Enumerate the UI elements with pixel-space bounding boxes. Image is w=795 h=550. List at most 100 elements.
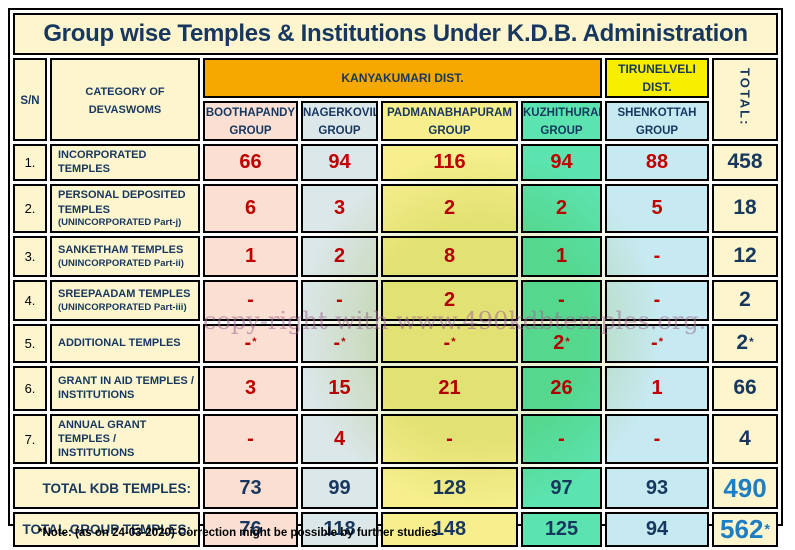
category-label: ADDITIONAL TEMPLES <box>58 336 181 349</box>
group-header-row: BOOTHAPANDY GROUP NAGERKOVIL GROUP PADMA… <box>13 101 778 141</box>
district-header-row: S/N CATEGORY OF DEVASWOMS KANYAKUMARI DI… <box>13 58 779 141</box>
row-total-cell: 12 <box>712 235 779 277</box>
value-cell: 88 <box>605 144 709 181</box>
header-category: CATEGORY OF DEVASWOMS <box>50 58 200 141</box>
total-value-text: 97 <box>550 476 573 499</box>
category-label: PERSONAL DEPOSITED TEMPLES <box>58 189 186 216</box>
value-cell: -* <box>381 323 518 363</box>
grand-total-text: 562* <box>720 514 770 545</box>
total-row: TOTAL GROUP TEMPLES: 76 118 148 125 94 562* <box>13 512 779 548</box>
row-total-text: 12 <box>733 244 757 268</box>
table-frame: Group wise Temples & Institutions Under … <box>8 8 783 548</box>
total-value-cell: 97 <box>521 467 602 510</box>
total-value-cell: 76 <box>203 512 298 548</box>
table-row: 3. SANKETHAM TEMPLES (UNINCORPORATED Part-… <box>13 235 779 277</box>
total-value-cell: 94 <box>605 512 709 548</box>
row-total-text: 4 <box>739 427 751 451</box>
value-text: 21 <box>438 376 461 399</box>
row-total-cell: 18 <box>712 183 779 233</box>
value-cell: 15 <box>301 365 378 411</box>
title-cell: Group wise Temples & Institutions Under … <box>13 13 779 55</box>
header-district-kanyakumari: KANYAKUMARI DIST. <box>203 58 602 98</box>
total-value-cell: 148 <box>381 512 518 548</box>
value-cell: - <box>605 235 709 277</box>
row-sn-cell: 1. <box>13 144 47 181</box>
group-header-kuzhithurai: KUZHITHURAI GROUP <box>521 101 602 141</box>
value-text: 2* <box>553 331 570 354</box>
category-label: SANKETHAM TEMPLES <box>58 244 184 257</box>
value-cell: -* <box>605 323 709 363</box>
total-value-cell: 99 <box>301 467 378 510</box>
total-value-cell: 118 <box>301 512 378 548</box>
value-text: -* <box>244 331 257 354</box>
row-sn-cell: 2. <box>13 183 47 233</box>
table-row: 1. INCORPORATED TEMPLES 66 94 116 94 88 458 <box>13 144 779 181</box>
value-cell: - <box>203 413 298 465</box>
total-value-cell: 125 <box>521 512 602 548</box>
value-cell: 116 <box>381 144 518 181</box>
category-label: ANNUAL GRANT TEMPLES / INSTITUTIONS <box>58 418 147 460</box>
row-total-cell: 4 <box>712 413 779 465</box>
total-value-cell: 93 <box>605 467 709 510</box>
grand-total-cell: 490 <box>712 467 779 510</box>
footnote: *Note: (as on 24-03-2020) Correction mig… <box>38 527 438 539</box>
row-total-text: 18 <box>733 196 757 220</box>
row-total-text: 2* <box>736 331 754 355</box>
asterisk-mark: * <box>451 336 456 348</box>
value-text: 66 <box>239 150 262 173</box>
value-cell: 2 <box>301 235 378 277</box>
value-text: -* <box>443 331 456 354</box>
header-sn-label: S/N <box>20 94 40 107</box>
value-text: - <box>558 427 565 450</box>
value-text: - <box>247 427 254 450</box>
total-value-text: 93 <box>645 476 669 499</box>
row-category-cell: ANNUAL GRANT TEMPLES / INSTITUTIONS <box>50 413 200 465</box>
value-text: 1 <box>555 244 568 267</box>
row-sn-cell: 3. <box>13 235 47 277</box>
value-cell: 2* <box>521 323 602 363</box>
total-value-text: 118 <box>323 518 356 541</box>
category-label: INCORPORATED TEMPLES <box>58 149 147 176</box>
value-text: 2 <box>555 196 568 219</box>
value-text: 94 <box>328 150 351 173</box>
value-text: 3 <box>333 196 346 219</box>
category-label: GRANT IN AID TEMPLES / INSTITUTIONS <box>58 374 194 402</box>
group-header-boothapandy: BOOTHAPANDY GROUP <box>203 101 298 141</box>
value-cell: 94 <box>521 144 602 181</box>
table-row: 5. ADDITIONAL TEMPLES -* -* -* 2* -* 2* <box>13 323 779 363</box>
value-text: 26 <box>550 376 573 399</box>
total-row-label: TOTAL GROUP TEMPLES: <box>13 512 200 548</box>
value-text: 6 <box>244 196 257 219</box>
header-total: TOTAL: <box>712 58 779 141</box>
value-cell: -* <box>203 323 298 363</box>
table-totals: TOTAL KDB TEMPLES: 73 99 128 97 93 490 TOTAL GR… <box>13 467 779 548</box>
kuzhithurai-group-label: KUZHITHURAI GROUP <box>523 107 602 137</box>
value-cell: - <box>521 279 602 321</box>
total-value-cell: 73 <box>203 467 298 510</box>
table-header: Group wise Temples & Institutions Under … <box>13 13 779 141</box>
value-text: 1 <box>244 244 257 267</box>
padmanabhapuram-group-label: PADMANABHAPURAM GROUP <box>386 107 512 137</box>
asterisk-mark: * <box>252 336 257 348</box>
value-text: - <box>446 427 453 450</box>
row-total-cell: 2* <box>712 323 779 363</box>
value-cell: 2 <box>381 183 518 233</box>
total-row: TOTAL KDB TEMPLES: 73 99 128 97 93 490 <box>13 467 779 510</box>
total-value-cell: 128 <box>381 467 518 510</box>
value-text: 8 <box>443 244 456 267</box>
grand-total-cell: 562* <box>712 512 779 548</box>
asterisk-mark: * <box>658 336 663 348</box>
header-sn: S/N <box>13 58 47 141</box>
group-header-padmanabhapuram: PADMANABHAPURAM GROUP <box>381 101 518 141</box>
title-row: Group wise Temples & Institutions Under … <box>13 13 779 55</box>
category-sub-label: (UNINCORPORATED Part-j) <box>58 216 182 228</box>
row-category-cell: PERSONAL DEPOSITED TEMPLES (UNINCORPORATE… <box>50 183 200 233</box>
value-text: 5 <box>651 196 663 219</box>
value-cell: - <box>605 413 709 465</box>
value-cell: 21 <box>381 365 518 411</box>
total-value-text: 148 <box>432 518 467 541</box>
value-cell: 2 <box>521 183 602 233</box>
row-sn-cell: 5. <box>13 323 47 363</box>
value-cell: - <box>301 279 378 321</box>
shenkottah-group-label: SHENKOTTAH GROUP <box>617 107 697 137</box>
